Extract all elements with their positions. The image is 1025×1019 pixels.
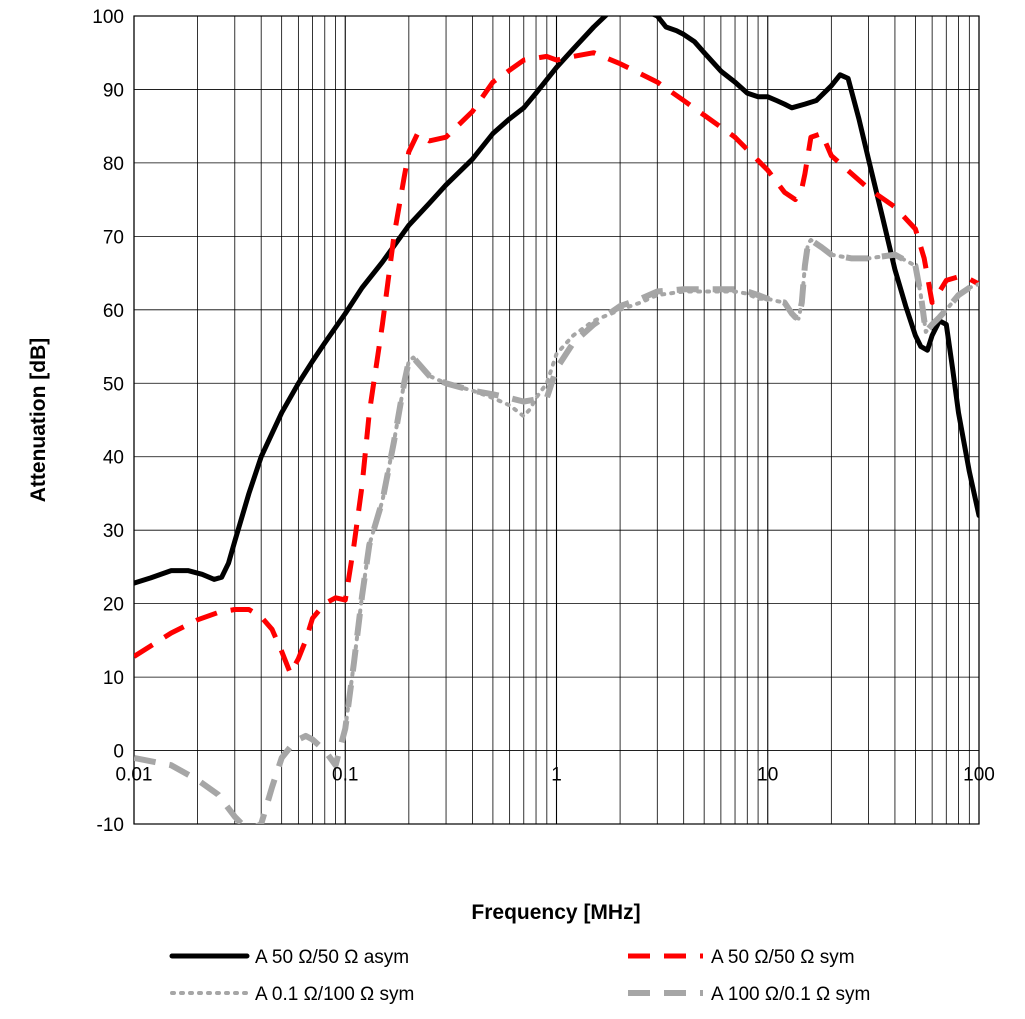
y-tick-label: 20 — [103, 595, 124, 616]
y-tick-label: 50 — [103, 374, 124, 395]
y-axis-title: Attenuation [dB] — [27, 338, 50, 502]
x-tick-label: 100 — [963, 765, 995, 786]
series-line-2 — [134, 50, 979, 676]
y-tick-label: 90 — [103, 80, 124, 101]
series-layer — [134, 16, 979, 824]
y-tick-label: 0 — [113, 742, 124, 763]
x-tick-label: 0.01 — [116, 765, 153, 786]
y-tick-label: 40 — [103, 448, 124, 469]
x-axis-title: Frequency [MHz] — [471, 901, 640, 924]
x-axis-tick-labels: 0.01 0.1 1 10 100 — [116, 765, 995, 786]
series-line-4 — [134, 237, 979, 824]
y-tick-label: 30 — [103, 521, 124, 542]
y-tick-label: 10 — [103, 668, 124, 689]
plot-area-border — [133, 15, 980, 825]
x-tick-label: 0.1 — [332, 765, 358, 786]
x-tick-label: 10 — [757, 765, 778, 786]
y-tick-label: 80 — [103, 154, 124, 175]
y-tick-label: 70 — [103, 227, 124, 248]
legend-label-3: A 0.1 Ω/100 Ω sym — [255, 984, 414, 1005]
legend-label-4: A 100 Ω/0.1 Ω sym — [711, 984, 870, 1005]
series-line-3 — [343, 238, 979, 731]
legend-label-2: A 50 Ω/50 Ω sym — [711, 947, 855, 968]
grid — [133, 15, 980, 825]
y-tick-label: 100 — [92, 7, 124, 28]
series-line-1 — [134, 16, 979, 586]
legend: A 50 Ω/50 Ω asym A 50 Ω/50 Ω sym A 0.1 Ω/1… — [169, 947, 870, 1005]
y-tick-label: 60 — [103, 301, 124, 322]
y-tick-label: -10 — [97, 815, 124, 836]
legend-label-1: A 50 Ω/50 Ω asym — [255, 947, 409, 968]
x-tick-label: 1 — [551, 765, 562, 786]
